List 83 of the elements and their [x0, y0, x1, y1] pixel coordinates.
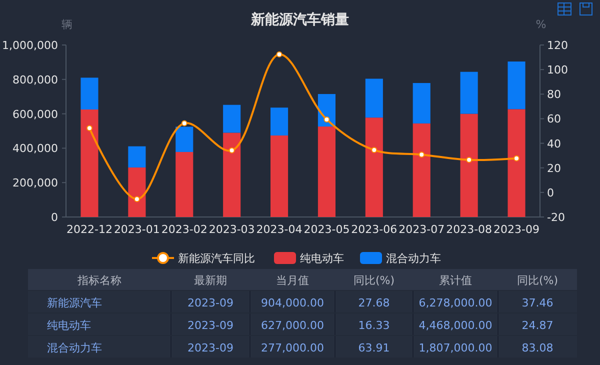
text: 1,807,000.00 — [418, 341, 492, 354]
bar — [223, 104, 241, 133]
y-axis-title: 辆 — [62, 18, 72, 31]
bar — [460, 114, 478, 217]
bar — [176, 126, 194, 152]
y-tick-label: 1,000,000 — [2, 39, 58, 52]
text: 最新期 — [194, 274, 227, 287]
text: 同比(%) — [516, 274, 558, 287]
x-tick-label: 2023-02 — [161, 223, 208, 236]
point — [134, 196, 140, 202]
bar — [365, 78, 383, 118]
text: 当月值 — [276, 274, 309, 287]
bar — [460, 72, 478, 114]
bar — [508, 109, 526, 217]
y2-tick-label: 100 — [547, 64, 568, 77]
text: 2023-09 — [188, 341, 234, 354]
chart-title: 新能源汽车销量 — [250, 11, 349, 28]
bar — [128, 146, 146, 168]
point — [86, 125, 92, 132]
y2-tick-label: 0 — [547, 186, 554, 200]
text: 2023-09 — [188, 318, 234, 332]
y-tick-label: 0 — [51, 211, 58, 224]
bar — [508, 62, 526, 110]
bar — [270, 108, 288, 136]
text: 2023-09 — [188, 296, 234, 310]
bar — [223, 132, 241, 217]
text: 指标名称 — [76, 274, 122, 287]
text: 4,468,000.00 — [418, 318, 492, 332]
text: 904,000.00 — [261, 296, 324, 310]
text: 累计值 — [439, 274, 472, 287]
text: 627,000.00 — [261, 318, 324, 332]
text: 24.87 — [522, 318, 554, 332]
bar — [80, 110, 98, 217]
bar — [365, 118, 383, 217]
x-tick-label: 2023-03 — [208, 223, 255, 236]
text: 37.46 — [522, 296, 554, 310]
bar — [412, 123, 430, 217]
x-tick-label: 2022-12 — [66, 223, 112, 236]
x-tick-label: 2023-04 — [256, 223, 302, 236]
y-tick-label: 200,000 — [12, 176, 58, 190]
text: 纯电动车 — [47, 318, 91, 332]
point — [466, 156, 472, 163]
point — [514, 155, 520, 162]
point — [181, 120, 188, 126]
bar — [80, 78, 98, 110]
y2-axis-title: % — [536, 18, 546, 31]
y2-tick-label: 40 — [547, 137, 561, 150]
text: 16.33 — [358, 318, 390, 332]
x-tick-label: 2023-08 — [446, 223, 492, 236]
legend-label: 新能源汽车同比 — [178, 252, 255, 265]
text: 277,000.00 — [261, 341, 324, 354]
y-tick-label: 600,000 — [12, 108, 58, 121]
point — [418, 152, 425, 158]
text: 同比(%) — [353, 274, 395, 287]
text: 83.08 — [522, 341, 554, 354]
x-tick-label: 2023-07 — [398, 223, 445, 236]
bar — [128, 167, 146, 217]
x-tick-label: 2023-05 — [304, 223, 350, 236]
y2-tick-label: -20 — [547, 211, 565, 224]
bar — [270, 135, 288, 217]
point — [276, 51, 282, 58]
y-tick-label: 800,000 — [12, 73, 58, 86]
x-tick-label: 2023-01 — [114, 223, 160, 236]
y2-tick-label: 20 — [547, 162, 561, 175]
point — [324, 116, 330, 122]
text: 63.91 — [358, 341, 390, 354]
text: 新能源汽车 — [47, 296, 102, 310]
bar — [412, 83, 430, 124]
bar — [176, 152, 194, 217]
x-tick-label: 2023-06 — [351, 223, 398, 236]
bar — [318, 126, 336, 217]
x-tick-label: 2023-09 — [494, 223, 540, 236]
legend-label: 混合动力车 — [386, 252, 441, 265]
y2-tick-label: 60 — [547, 112, 561, 126]
point — [371, 147, 378, 154]
y2-tick-label: 120 — [547, 39, 568, 52]
y2-tick-label: 80 — [547, 88, 561, 102]
y-tick-label: 400,000 — [12, 142, 58, 156]
point — [228, 147, 235, 154]
text: 混合动力车 — [47, 341, 102, 354]
text: 27.68 — [358, 296, 390, 310]
legend-label: 纯电动车 — [300, 252, 344, 265]
text: 6,278,000.00 — [418, 296, 492, 310]
